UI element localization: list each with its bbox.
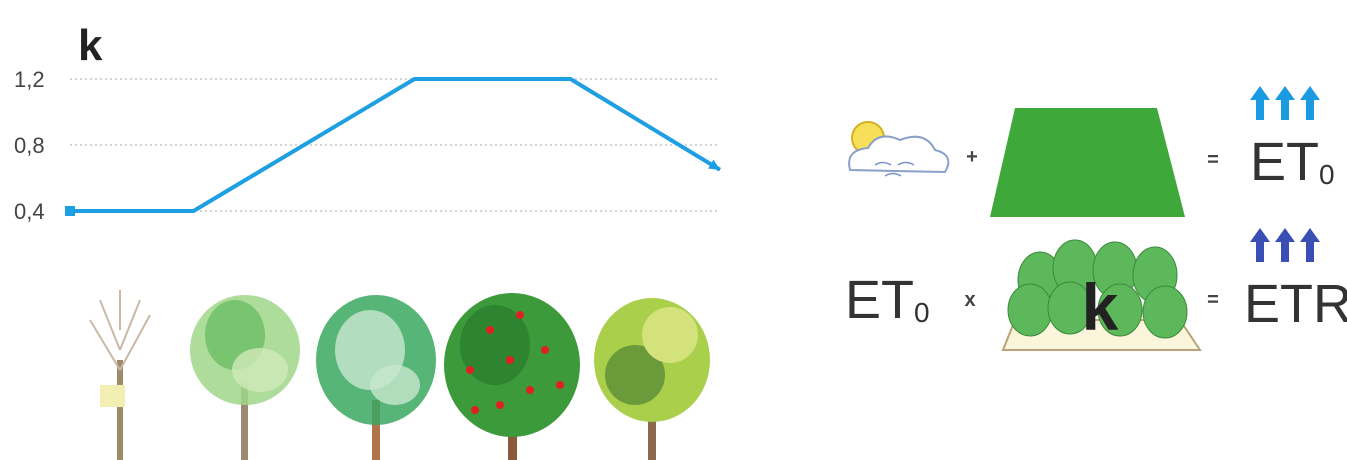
et0-left: ET0 (845, 270, 930, 330)
k-symbol: k (1082, 270, 1119, 344)
times-sign: x (964, 289, 975, 311)
arrows-up (1250, 86, 1320, 120)
tree-leafing (190, 295, 300, 460)
y-tick-label: 0,8 (14, 133, 45, 158)
chart-title: k (78, 21, 103, 70)
infographic: k (0, 0, 1347, 460)
weather-icon (849, 122, 948, 176)
tree-flowering (316, 295, 436, 460)
et-subscript: 0 (1319, 159, 1335, 190)
et-text: ET (845, 270, 914, 330)
reference-grass (990, 108, 1185, 217)
plus-sign: + (966, 146, 978, 168)
et0-result: ET0 (1250, 132, 1335, 192)
arrows-up (1250, 228, 1320, 262)
equals-sign: = (1207, 149, 1219, 171)
et-text: ET (1250, 132, 1319, 192)
y-tick-label: 1,2 (14, 67, 45, 92)
y-tick-label: 0,4 (14, 199, 45, 224)
tree-autumn (594, 298, 710, 460)
trees (90, 290, 710, 460)
line-start-marker (65, 206, 75, 216)
equals-sign: = (1207, 289, 1219, 311)
etr-result: ETR (1244, 274, 1347, 334)
et-subscript: 0 (914, 297, 930, 328)
tree-fruiting (444, 293, 580, 460)
tree-dormant (90, 290, 150, 460)
